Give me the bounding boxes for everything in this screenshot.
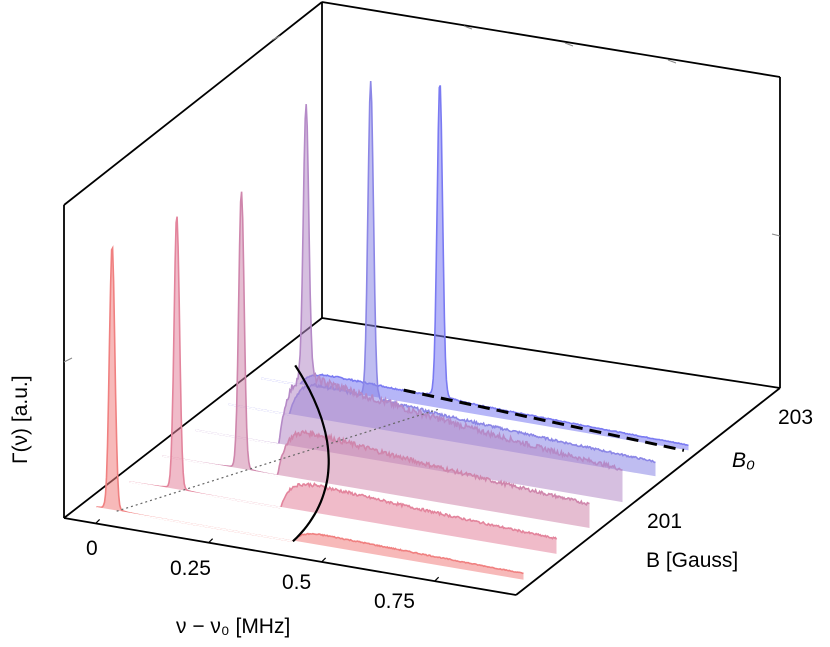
back-wall-top-edge xyxy=(321,1,781,78)
x-tick-0 xyxy=(95,518,101,524)
x-tick-label-2: 0.5 xyxy=(282,571,311,594)
x-tick-2 xyxy=(321,557,327,563)
b0-marker-label: B₀ xyxy=(732,449,755,472)
z-axis-title: B [Gauss] xyxy=(646,549,738,572)
x-tick-3 xyxy=(434,576,440,582)
spectrum-fill-3 xyxy=(162,191,590,529)
axes-frame-front xyxy=(63,387,781,596)
x-tick-marks xyxy=(95,518,440,582)
continuum-threshold-curve xyxy=(292,364,330,543)
overlay-lines xyxy=(116,364,685,543)
b-tick-label-203: 203 xyxy=(778,406,813,429)
spectrum-baseline-4 xyxy=(129,481,557,556)
x-tick-label-1: 0.25 xyxy=(170,557,211,580)
peak-trace-dotted-line xyxy=(116,408,441,512)
x-tick-label-0: 0 xyxy=(86,537,98,560)
x-tick-label-3: 0.75 xyxy=(374,590,415,613)
spectrum-baseline-3 xyxy=(162,455,590,530)
spectrum-baseline-5 xyxy=(96,507,524,582)
spectra-group xyxy=(96,80,689,582)
b-axis-right-edge xyxy=(515,387,781,596)
spectrum-fill-2 xyxy=(195,104,623,503)
back-wall-bottom-edge xyxy=(321,317,781,389)
left-wall-top-edge xyxy=(63,1,323,206)
x-axis-title: ν − ν₀ [MHz] xyxy=(176,615,290,638)
b-tick-label-201: 201 xyxy=(647,510,682,533)
y-axis-title: Γ(ν) [a.u.] xyxy=(9,375,32,464)
b0-dashed-line xyxy=(403,388,685,452)
spectrum-line-3 xyxy=(162,191,590,506)
wall-tick-marks xyxy=(63,25,781,363)
spectrum-line-0 xyxy=(261,85,689,447)
x-tick-1 xyxy=(208,538,214,544)
x-axis-front-edge xyxy=(63,517,517,596)
